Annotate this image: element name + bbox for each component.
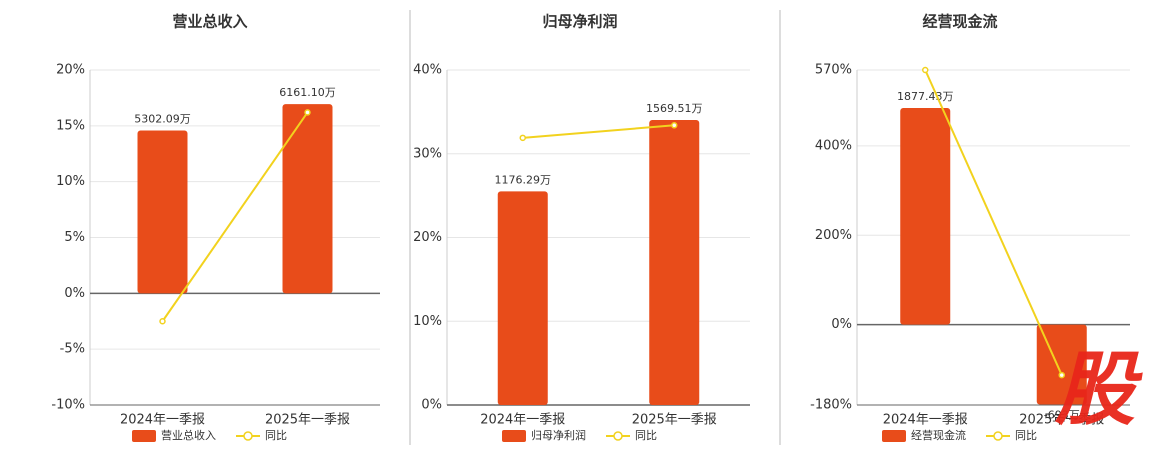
y-tick-label: 0% xyxy=(831,317,852,332)
line xyxy=(161,111,309,322)
y-tick-label: -180% xyxy=(810,398,852,413)
value-label: 1176.29万 xyxy=(495,173,552,186)
y-tick-label: 15% xyxy=(56,118,85,133)
y-tick-label: 20% xyxy=(56,63,85,78)
legend-label: 同比 xyxy=(265,429,287,442)
line-point xyxy=(922,66,929,74)
legend-label: 归母净利润 xyxy=(531,428,586,442)
y-tick-label: 10% xyxy=(56,174,85,189)
x-tick-label: 2024年一季报 xyxy=(883,413,968,428)
line-point xyxy=(159,318,166,325)
legend-label: 经营现金流 xyxy=(911,428,966,442)
y-tick-label: 30% xyxy=(413,146,442,161)
line-point xyxy=(519,134,526,142)
x-tick-label: 2024年一季报 xyxy=(480,413,565,428)
value-label: 1569.51万 xyxy=(646,102,703,115)
value-label: 6161.10万 xyxy=(279,86,336,99)
bar xyxy=(900,108,951,325)
y-tick-label: 0% xyxy=(64,286,85,301)
y-tick-label: 40% xyxy=(413,63,442,78)
legend-swatch xyxy=(502,430,526,442)
legend-swatch xyxy=(993,431,1003,441)
line-point xyxy=(671,122,678,129)
legend-swatch xyxy=(243,431,253,441)
bar xyxy=(282,104,333,294)
y-tick-label: 0% xyxy=(421,398,442,413)
x-tick-label: 2025年一季报 xyxy=(1019,413,1104,428)
bar xyxy=(649,120,700,406)
chart-title: 归母净利润 xyxy=(542,13,617,31)
line-point xyxy=(304,109,311,116)
y-tick-label: -10% xyxy=(51,398,85,413)
legend-swatch xyxy=(132,430,156,442)
legend-swatch xyxy=(613,431,623,441)
value-label: 5302.09万 xyxy=(134,112,191,125)
x-tick-label: 2025年一季报 xyxy=(265,413,350,428)
y-tick-label: 10% xyxy=(413,314,442,329)
y-tick-label: 570% xyxy=(815,63,852,78)
chart-title: 经营现金流 xyxy=(922,13,997,31)
line xyxy=(522,124,675,139)
y-tick-label: 400% xyxy=(815,138,852,153)
legend-label: 同比 xyxy=(1015,429,1037,442)
legend-label: 营业总收入 xyxy=(161,428,216,442)
watermark: 股 xyxy=(1054,343,1143,436)
bar xyxy=(497,191,548,405)
line xyxy=(924,69,1063,376)
y-tick-label: -5% xyxy=(60,342,85,357)
y-tick-label: 20% xyxy=(413,230,442,245)
bar xyxy=(1036,324,1087,405)
x-tick-label: 2025年一季报 xyxy=(632,413,717,428)
line-point xyxy=(1058,371,1065,379)
chart-title: 营业总收入 xyxy=(172,13,247,31)
y-tick-label: 200% xyxy=(815,228,852,243)
value-label: 1877.43万 xyxy=(897,90,954,103)
x-tick-label: 2024年一季报 xyxy=(120,413,205,428)
y-tick-label: 5% xyxy=(64,230,85,245)
bar xyxy=(137,130,188,294)
legend-swatch xyxy=(882,430,906,442)
value-label: -693万 xyxy=(1044,409,1080,422)
legend-label: 同比 xyxy=(635,429,657,442)
